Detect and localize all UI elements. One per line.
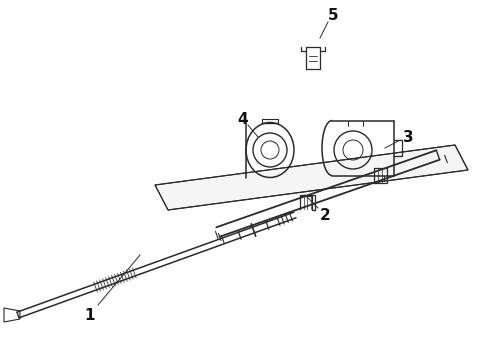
Text: 4: 4 (238, 112, 248, 127)
Text: 5: 5 (328, 9, 338, 23)
Text: 3: 3 (403, 130, 413, 145)
Text: 2: 2 (319, 207, 330, 222)
Polygon shape (155, 145, 468, 210)
Text: 1: 1 (85, 307, 95, 323)
